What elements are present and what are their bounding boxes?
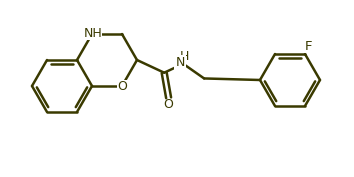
- Text: F: F: [304, 39, 312, 53]
- Text: NH: NH: [84, 27, 102, 39]
- Text: O: O: [164, 98, 173, 111]
- Text: N: N: [176, 56, 185, 69]
- Text: H: H: [179, 50, 189, 63]
- Text: O: O: [117, 80, 127, 93]
